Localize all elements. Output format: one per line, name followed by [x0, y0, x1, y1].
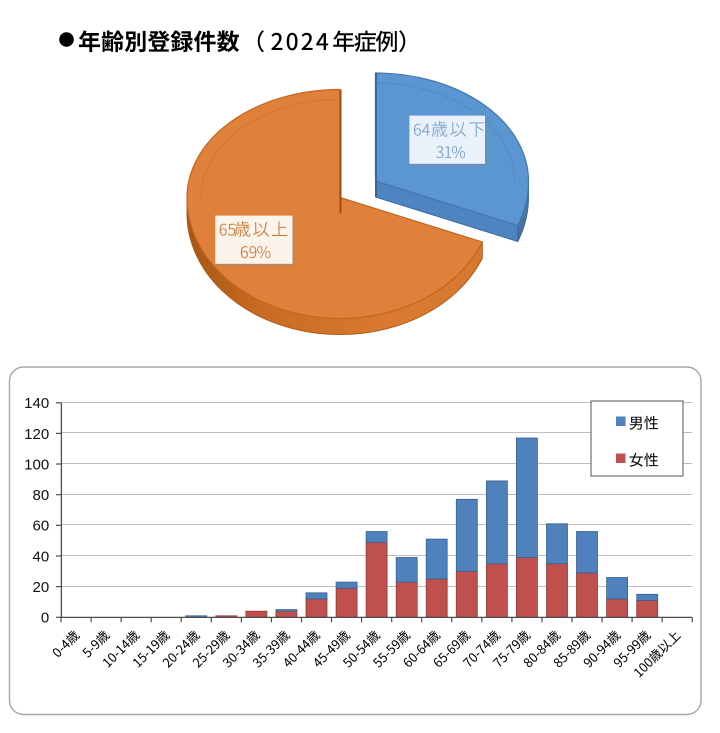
svg-text:80: 80 [33, 487, 50, 504]
svg-text:60: 60 [33, 518, 50, 535]
svg-text:0: 0 [41, 610, 49, 627]
svg-text:40: 40 [33, 548, 50, 565]
svg-text:120: 120 [24, 426, 49, 443]
svg-text:20: 20 [33, 579, 50, 596]
svg-text:100: 100 [24, 456, 49, 473]
svg-text:140: 140 [24, 395, 49, 412]
